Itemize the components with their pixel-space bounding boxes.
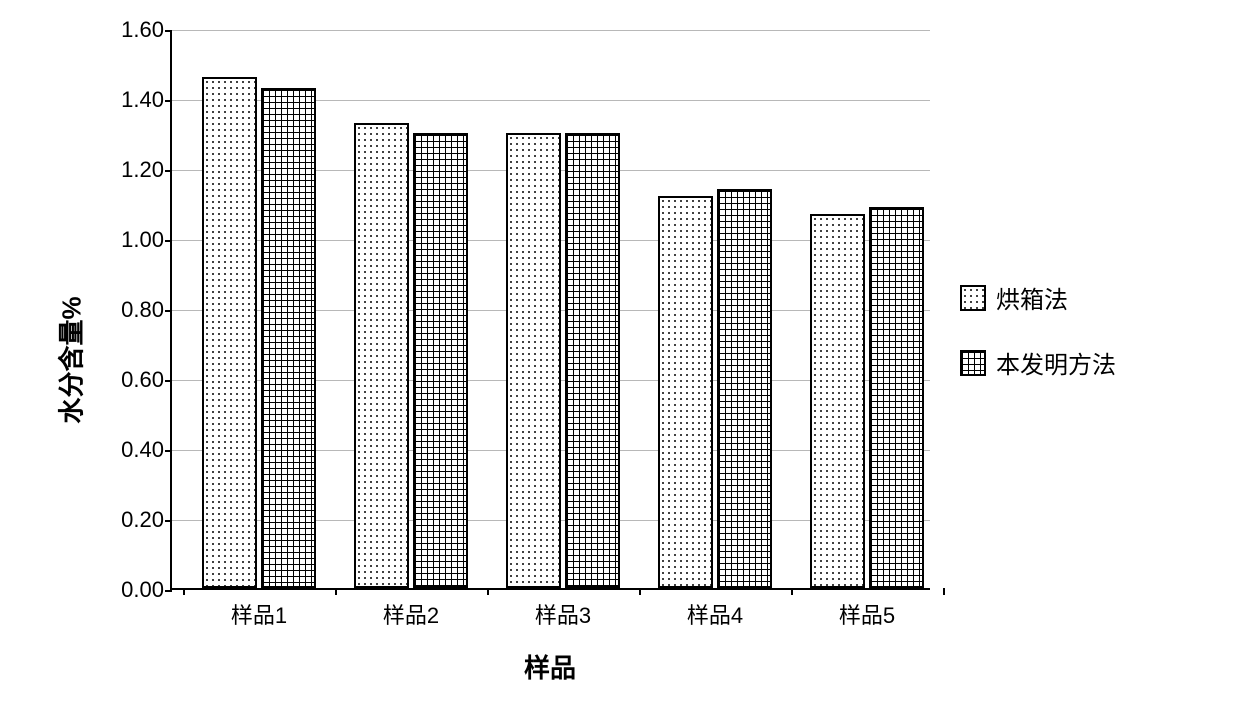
y-tick-label: 1.60	[121, 17, 172, 43]
chart-container: 水分含量% 0.000.200.400.600.801.001.201.401.…	[50, 20, 1190, 700]
gridline	[172, 30, 930, 31]
legend-swatch-dots	[960, 285, 986, 311]
y-tick-label: 1.40	[121, 87, 172, 113]
x-axis-title: 样品	[524, 648, 576, 685]
y-tick-label: 0.00	[121, 577, 172, 603]
x-tick-label: 样品4	[687, 588, 743, 630]
x-tick-label: 样品1	[231, 588, 287, 630]
y-tick-label: 0.20	[121, 507, 172, 533]
bar	[810, 214, 865, 589]
y-axis-title: 水分含量%	[52, 296, 89, 423]
legend-item-2: 本发明方法	[960, 345, 1190, 380]
bar	[565, 133, 620, 588]
x-tick-mark	[791, 588, 793, 595]
y-tick-label: 1.00	[121, 227, 172, 253]
x-tick-mark	[335, 588, 337, 595]
x-tick-mark	[183, 588, 185, 595]
legend: 烘箱法 本发明方法	[960, 280, 1190, 410]
bar	[413, 133, 468, 588]
x-tick-label: 样品3	[535, 588, 591, 630]
bar	[261, 88, 316, 589]
bar	[658, 196, 713, 588]
legend-swatch-grid	[960, 350, 986, 376]
y-tick-label: 0.60	[121, 367, 172, 393]
x-tick-label: 样品2	[383, 588, 439, 630]
y-tick-label: 0.40	[121, 437, 172, 463]
x-tick-mark	[943, 588, 945, 595]
plot-area: 0.000.200.400.600.801.001.201.401.60样品1样…	[170, 30, 930, 590]
bar	[506, 133, 561, 588]
bar	[869, 207, 924, 589]
bar	[717, 189, 772, 588]
legend-item-1: 烘箱法	[960, 280, 1190, 315]
bar	[202, 77, 257, 588]
y-tick-label: 0.80	[121, 297, 172, 323]
legend-label-1: 烘箱法	[996, 280, 1068, 315]
x-tick-mark	[487, 588, 489, 595]
x-tick-mark	[639, 588, 641, 595]
bar	[354, 123, 409, 589]
legend-label-2: 本发明方法	[996, 345, 1116, 380]
x-tick-label: 样品5	[839, 588, 895, 630]
y-tick-label: 1.20	[121, 157, 172, 183]
